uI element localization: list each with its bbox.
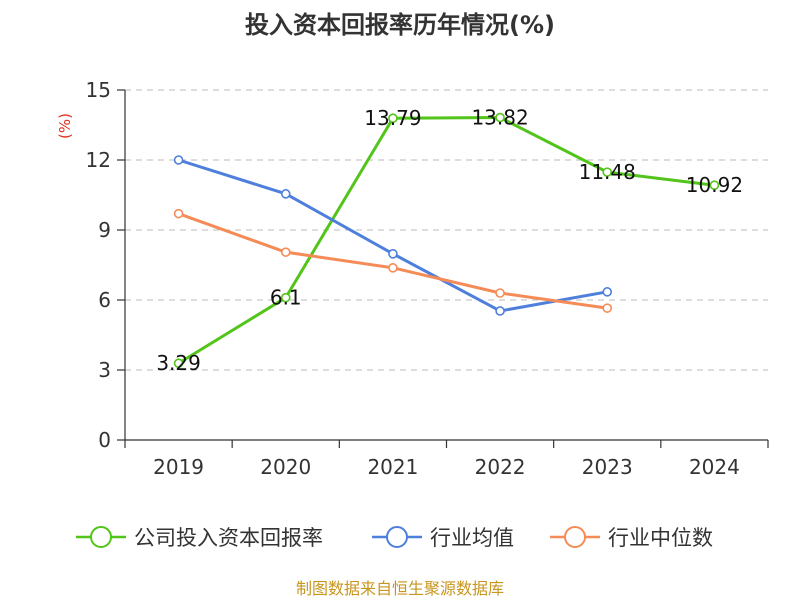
x-tick-label: 2020 <box>260 455 311 479</box>
data-label: 10.92 <box>686 173 743 197</box>
data-point <box>173 358 184 369</box>
y-tick-label: 3 <box>98 358 111 382</box>
data-labels: 3.29 6.1 13.79 13.82 11.48 10.92 <box>156 106 743 376</box>
data-point <box>388 262 398 273</box>
source-note: 制图数据来自恒生聚源数据库 <box>296 579 504 598</box>
legend-label: 行业中位数 <box>608 526 713 550</box>
x-tick-label: 2021 <box>367 455 418 479</box>
grid-lines <box>125 89 768 371</box>
legend: 公司投入资本回报率 行业均值 行业中位数 <box>76 526 713 550</box>
data-point <box>173 155 184 165</box>
y-axis-label: (%) <box>56 113 74 139</box>
legend-marker <box>386 526 408 548</box>
x-tick-label: 2019 <box>153 455 204 479</box>
axes: 0 3 6 9 12 15 2019 2020 2021 2022 2023 2024 <box>86 78 769 479</box>
data-point <box>602 167 613 177</box>
data-point <box>388 249 398 259</box>
x-tick-label: 2024 <box>689 455 740 479</box>
data-point <box>173 208 184 219</box>
series-lines <box>173 112 720 369</box>
data-point <box>280 292 291 303</box>
data-point <box>280 189 291 199</box>
legend-label: 公司投入资本回报率 <box>134 526 323 550</box>
y-tick-label: 6 <box>98 288 111 312</box>
data-label: 11.48 <box>579 160 636 184</box>
y-tick-label: 12 <box>86 148 111 172</box>
data-label: 13.82 <box>471 106 528 130</box>
data-label: 6.1 <box>270 286 302 310</box>
y-tick-label: 9 <box>98 218 111 242</box>
legend-marker <box>564 526 586 548</box>
data-point <box>602 287 613 297</box>
x-tick-label: 2023 <box>582 455 633 479</box>
legend-label: 行业均值 <box>430 526 514 550</box>
series-line-2 <box>178 212 608 310</box>
data-point <box>495 306 505 316</box>
legend-marker <box>90 526 112 548</box>
data-point <box>709 180 720 190</box>
y-tick-label: 0 <box>98 428 111 452</box>
data-point <box>602 303 613 313</box>
data-point <box>280 247 291 257</box>
series-line-0 <box>177 116 715 365</box>
chart-title: 投入资本回报率历年情况(%) <box>245 11 555 39</box>
data-label: 3.29 <box>156 351 201 375</box>
y-tick-label: 15 <box>86 78 111 102</box>
data-point <box>495 288 505 298</box>
x-tick-label: 2022 <box>475 455 526 479</box>
data-label: 13.79 <box>364 106 421 130</box>
data-point <box>495 112 505 123</box>
data-point <box>388 113 398 124</box>
